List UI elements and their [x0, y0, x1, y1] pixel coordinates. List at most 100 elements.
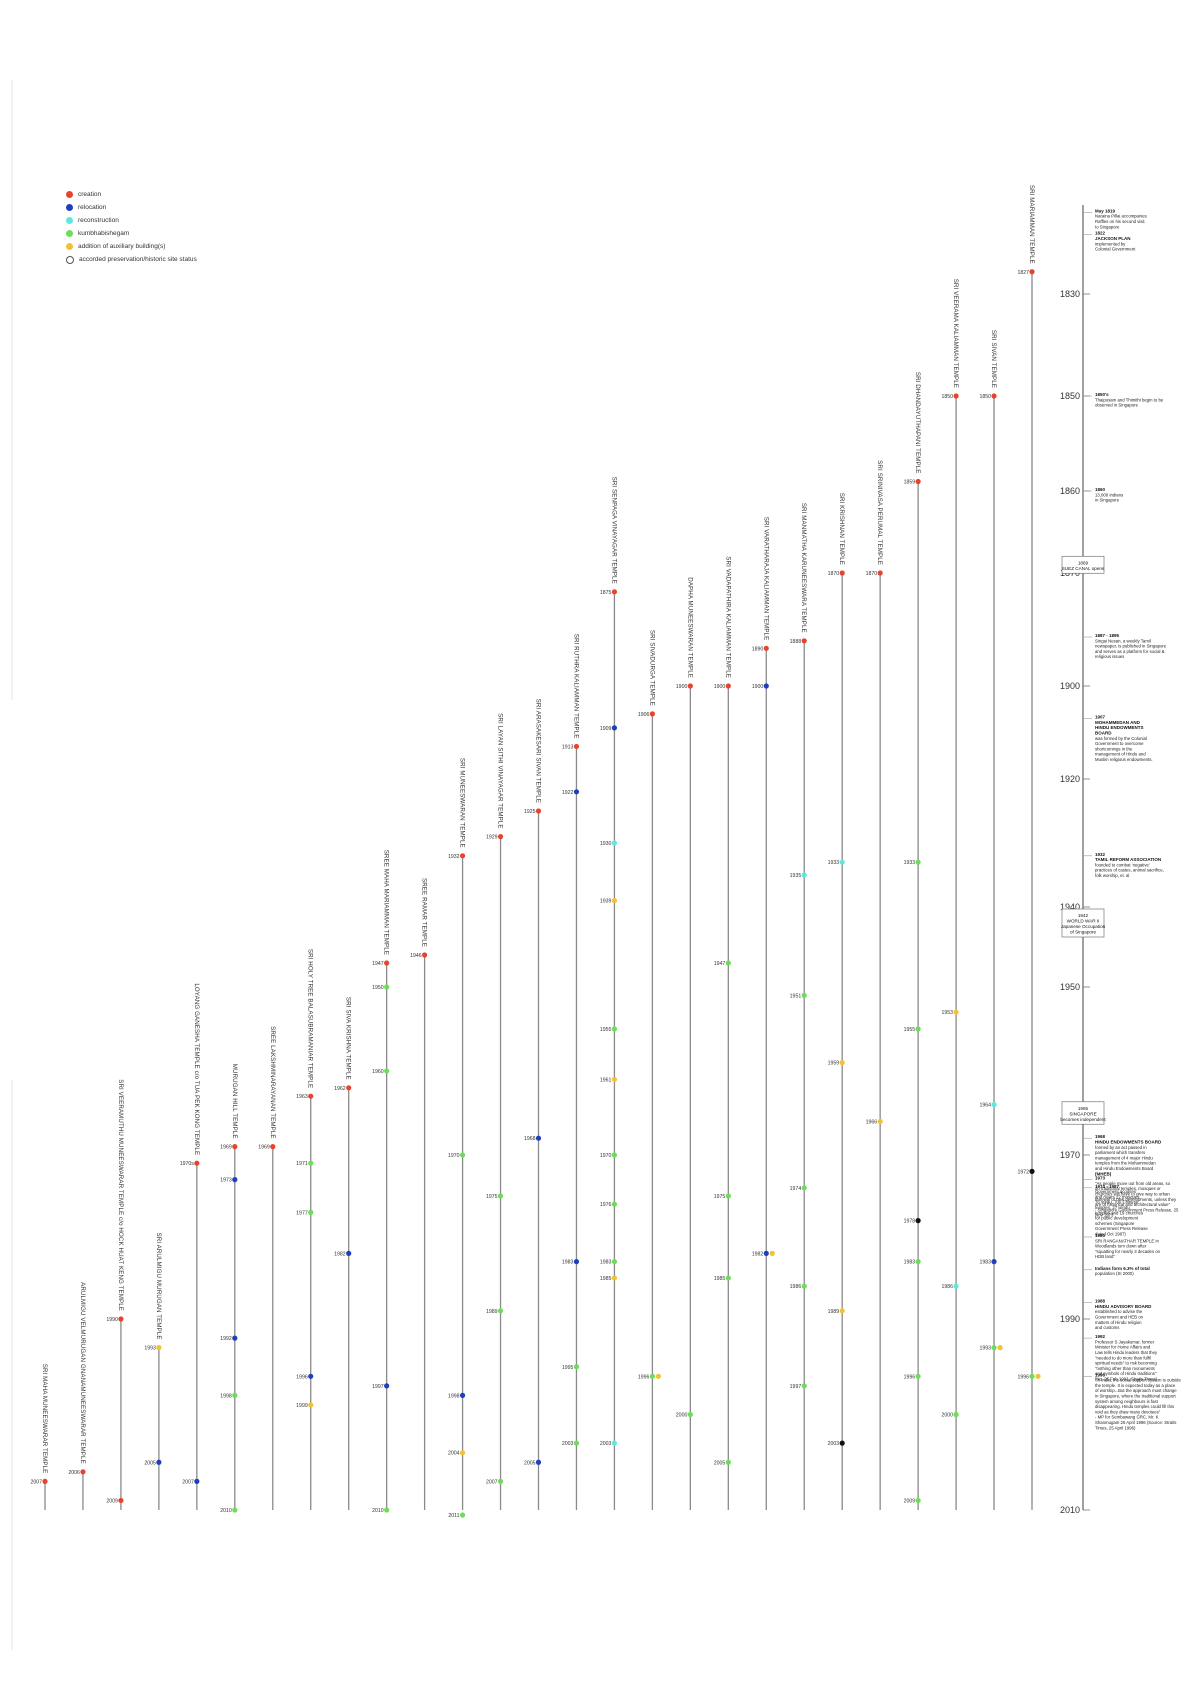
event-dot — [80, 1469, 86, 1475]
history-note-line: Colonial Government — [1095, 247, 1136, 252]
event-year-label: 1999 — [296, 1403, 308, 1409]
event-year-label: 1960 — [372, 1069, 384, 1075]
temple-name-label: SRI VEERAMUTHU MUNEESWARAR TEMPLE c/o HO… — [117, 1079, 124, 1311]
history-note-line: do traditional temples, mosques or — [1095, 1186, 1161, 1191]
event-dot — [573, 1364, 580, 1370]
event-dot — [839, 859, 845, 865]
history-note-line: Naraina Pillai accompanies — [1095, 214, 1147, 219]
boxed-note-line: 1942 — [1078, 913, 1089, 918]
event-dot — [497, 1308, 504, 1314]
history-note-line: in Singapore — [1095, 498, 1120, 503]
history-note-line: and customs — [1095, 1325, 1119, 1330]
temple-name-label: SRI MAHA MUNEESWARAR TEMPLE — [41, 1364, 48, 1474]
axis-tick-label: 1850 — [1060, 391, 1080, 401]
event-year-label: 1997 — [790, 1384, 802, 1390]
legend-item-reconstruction: reconstruction — [66, 214, 197, 227]
history-note-line: HINDU ADVISORY BOARD — [1095, 1304, 1152, 1309]
event-year-label: 2007 — [486, 1479, 498, 1485]
event-year-label: 1975 — [486, 1194, 498, 1200]
event-year-label: 1996 — [296, 1374, 308, 1380]
event-year-label: 1993 — [144, 1346, 156, 1352]
history-note-line: disappearing. Hindu temples could fill t… — [1095, 1404, 1174, 1409]
event-dot — [573, 1440, 580, 1446]
history-note-line: 1822 — [1095, 231, 1106, 236]
legend-item-kumbhabishegam: kumbhabishegam — [66, 227, 197, 240]
history-note-line: Professor S Jayakumar, former — [1095, 1339, 1155, 1344]
event-year-label: 1971 — [296, 1161, 308, 1167]
legend: creation relocation reconstruction kumbh… — [66, 188, 197, 266]
history-note-line: implemented by — [1095, 241, 1126, 246]
temple-name-label: SRI LAYAN SITHI VINAYAGAR TEMPLE — [497, 713, 504, 828]
event-year-label: 1970 — [600, 1153, 612, 1159]
history-note-line: was formed by the Colonial — [1095, 736, 1147, 741]
event-year-label: 2003 — [600, 1441, 612, 1447]
event-dot — [1029, 1168, 1035, 1174]
event-dot — [535, 1459, 542, 1465]
event-year-label: 1963 — [296, 1094, 308, 1100]
event-dot — [611, 898, 618, 904]
event-dot — [655, 1373, 661, 1379]
history-note-line: for public development — [1095, 1216, 1139, 1221]
history-note-line: 1932 — [1095, 852, 1106, 857]
event-year-label: 1998 — [448, 1393, 460, 1399]
event-year-label: 1982 — [752, 1251, 764, 1257]
event-year-label: 1976 — [600, 1202, 612, 1208]
event-year-label: 1996 — [1017, 1374, 1029, 1380]
temple-name-label: SRI MUNEESWARAN TEMPLE — [459, 758, 466, 848]
event-dot — [156, 1345, 162, 1351]
event-year-label: 1850 — [942, 394, 954, 400]
event-year-label: 1983 — [904, 1260, 916, 1266]
relocation-dot-icon — [66, 204, 73, 211]
event-year-label: 1983 — [600, 1260, 612, 1266]
history-note-line: and clears 22 mosques, — [1095, 1194, 1141, 1199]
event-dot — [611, 1275, 618, 1281]
history-note-line: JACKSON PLAN — [1095, 236, 1131, 241]
temple-name-label: SREE MAHA MARIAMMAN TEMPLE — [383, 850, 390, 955]
history-note-line: newspaper, is published in Singapore — [1095, 644, 1167, 649]
history-note-line: 1973 — [1095, 1176, 1106, 1181]
event-year-label: 2000 — [676, 1413, 688, 1419]
event-dot — [459, 1512, 466, 1518]
event-dot — [763, 645, 769, 651]
history-note-line: "In India, the social support system is … — [1095, 1378, 1181, 1383]
history-note-line: Raffles on his second visit — [1095, 219, 1145, 224]
event-year-label: 1955 — [904, 1027, 916, 1033]
history-note-line: folk worship, et. al — [1095, 873, 1129, 878]
event-dot — [725, 1459, 731, 1465]
history-note-line: practices of castes, animal sacrifice, — [1095, 868, 1164, 873]
auxiliary-dot-icon — [66, 243, 73, 250]
event-year-label: 1961 — [600, 1077, 612, 1083]
history-note-line: established to advise the — [1095, 1309, 1143, 1314]
event-year-label: 2010 — [372, 1508, 384, 1514]
history-note-line: the temple. It is expected today as a pl… — [1095, 1383, 1176, 1388]
temple-name-label: SRI SIVA KRISHNA TEMPLE — [345, 997, 352, 1080]
history-note-line: system among neighbours is fast — [1095, 1399, 1159, 1404]
event-dot — [997, 1345, 1003, 1351]
event-dot — [459, 1152, 466, 1158]
history-note-line: spiritual needs" to risk becoming — [1095, 1361, 1157, 1366]
event-dot — [769, 1250, 775, 1256]
axis-tick-label: 1970 — [1060, 1150, 1080, 1160]
temple-name-label: LOYANG GANESHA TEMPLE c/o TUA PEK KONG T… — [193, 983, 200, 1155]
temple-name-label: SRI ARULMIGU MURUGAN TEMPLE — [155, 1233, 162, 1340]
event-year-label: 1982 — [334, 1251, 346, 1257]
temple-name-label: SRI VARATHARAJA KALIAMMAN TEMPLE — [762, 517, 769, 641]
temple-name-label: SRI SIVADURGA TEMPLE — [648, 630, 655, 706]
event-year-label: 1969 — [258, 1145, 270, 1151]
event-year-label: 1909 — [600, 726, 612, 732]
history-note-line: and serves as a platform for social & — [1095, 649, 1165, 654]
history-note-line: Woodlands torn down after — [1095, 1244, 1147, 1249]
event-dot — [384, 984, 390, 990]
history-note-line: BOARD — [1095, 730, 1112, 735]
event-dot — [497, 1478, 504, 1484]
history-note-line: "nothing other than monuments — [1095, 1366, 1155, 1371]
event-year-label: 1983 — [562, 1260, 574, 1266]
event-dot — [915, 1259, 921, 1265]
event-dot — [232, 1335, 238, 1341]
event-year-label: 1827 — [1017, 270, 1029, 276]
event-year-label: 1996 — [904, 1374, 916, 1380]
history-note-line: "needed to do more than fulfil — [1095, 1355, 1151, 1360]
event-dot — [497, 1193, 504, 1199]
event-year-label: 1993 — [979, 1346, 991, 1352]
